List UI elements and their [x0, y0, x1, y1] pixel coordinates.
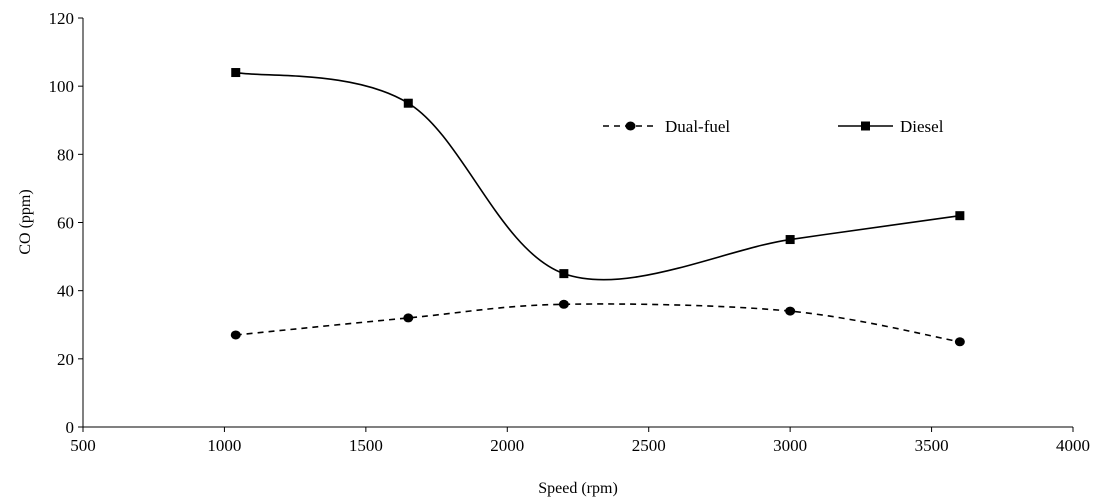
data-point-diesel — [231, 68, 241, 78]
x-tick-label: 1000 — [207, 436, 241, 455]
data-point-dual-fuel — [403, 313, 414, 323]
x-tick-label: 3000 — [773, 436, 807, 455]
series-line-dual-fuel — [235, 303, 960, 343]
y-tick-label: 80 — [57, 145, 74, 164]
data-point-dual-fuel — [785, 306, 796, 316]
y-tick-label: 60 — [57, 214, 74, 233]
x-tick-label: 1500 — [349, 436, 383, 455]
x-tick-label: 2000 — [490, 436, 524, 455]
ticks: 500 1000 1500 2000 2500 3000 3500 4000 0 20 40 60 80… — [49, 9, 1091, 455]
data-point-diesel — [785, 235, 795, 245]
data-point-diesel — [403, 98, 413, 108]
legend-item-diesel: Diesel — [838, 117, 944, 136]
legend-item-dual-fuel: Dual-fuel — [603, 117, 730, 136]
x-tick-label: 2500 — [632, 436, 666, 455]
legend-label: Dual-fuel — [665, 117, 730, 136]
x-tick-label: 4000 — [1056, 436, 1090, 455]
data-point-diesel — [559, 269, 569, 279]
y-tick-label: 120 — [49, 9, 75, 28]
legend-label: Diesel — [900, 117, 944, 136]
data-point-dual-fuel — [954, 337, 965, 347]
series-dual-fuel — [230, 299, 965, 347]
series-line-diesel — [235, 71, 960, 281]
data-point-dual-fuel — [230, 330, 241, 340]
series-group — [230, 68, 965, 347]
y-tick-label: 0 — [66, 418, 75, 437]
y-tick-label: 20 — [57, 350, 74, 369]
legend: Dual-fuel Diesel — [603, 117, 944, 136]
y-axis-title: CO (ppm) — [17, 189, 34, 254]
y-tick-label: 40 — [57, 282, 74, 301]
x-axis-title: Speed (rpm) — [538, 480, 618, 497]
x-tick-label: 500 — [70, 436, 96, 455]
y-tick-label: 100 — [49, 77, 75, 96]
legend-swatch-marker — [861, 121, 870, 131]
axes — [82, 18, 1073, 428]
series-diesel — [231, 68, 965, 281]
x-tick-label: 3500 — [915, 436, 949, 455]
data-point-dual-fuel — [558, 299, 569, 309]
data-point-diesel — [955, 211, 965, 221]
legend-swatch-marker — [625, 121, 636, 131]
